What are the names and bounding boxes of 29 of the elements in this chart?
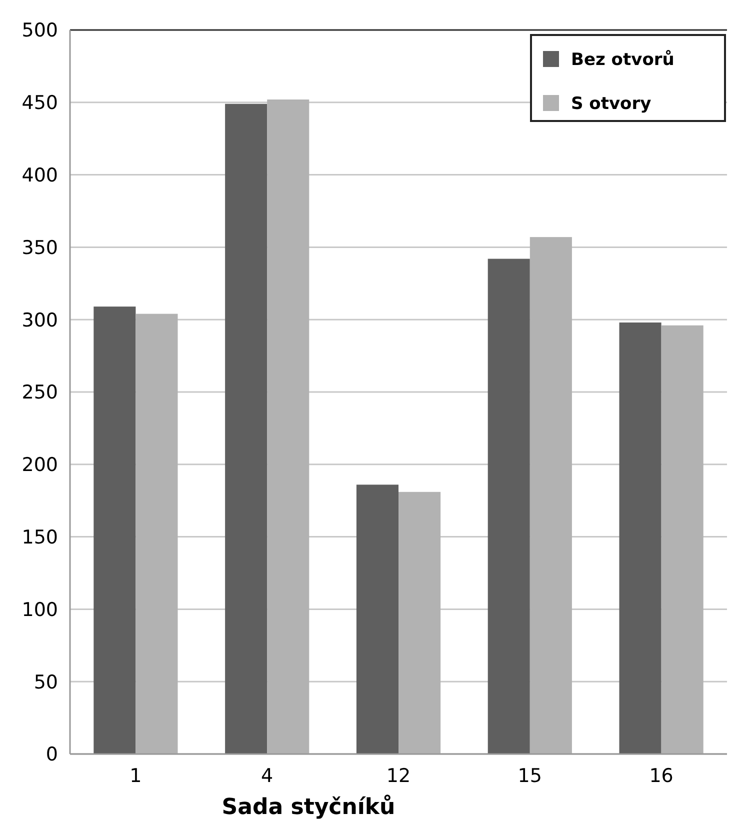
- bar: [619, 322, 662, 754]
- y-tick-label: 450: [22, 92, 58, 114]
- bar: [136, 314, 178, 754]
- legend-label: Bez otvorů: [571, 50, 674, 70]
- legend-label: S otvory: [571, 94, 652, 114]
- bar: [661, 325, 704, 754]
- bar: [530, 237, 572, 754]
- y-tick-label: 350: [22, 236, 58, 259]
- bar: [398, 492, 441, 754]
- y-tick-label: 400: [22, 164, 58, 186]
- y-tick-label: 150: [22, 526, 58, 548]
- x-tick-label: 1: [130, 765, 142, 787]
- x-tick-label: 4: [261, 765, 274, 787]
- y-tick-label: 500: [22, 20, 58, 42]
- y-tick-label: 250: [22, 382, 58, 404]
- x-tick-label: 15: [518, 765, 542, 787]
- y-tick-label: 300: [22, 309, 58, 332]
- bar: [94, 306, 136, 754]
- y-tick-label: 50: [34, 671, 58, 694]
- bar: [356, 484, 398, 754]
- bar: [225, 104, 268, 754]
- y-tick-label: 100: [22, 598, 58, 621]
- y-tick-label: 0: [46, 744, 58, 766]
- x-tick-label: 16: [649, 765, 674, 787]
- x-axis-title: Sada styčníků: [222, 794, 396, 820]
- bar: [488, 258, 530, 754]
- bar: [267, 100, 310, 754]
- y-tick-label: 200: [22, 454, 58, 476]
- x-tick-label: 12: [386, 765, 411, 787]
